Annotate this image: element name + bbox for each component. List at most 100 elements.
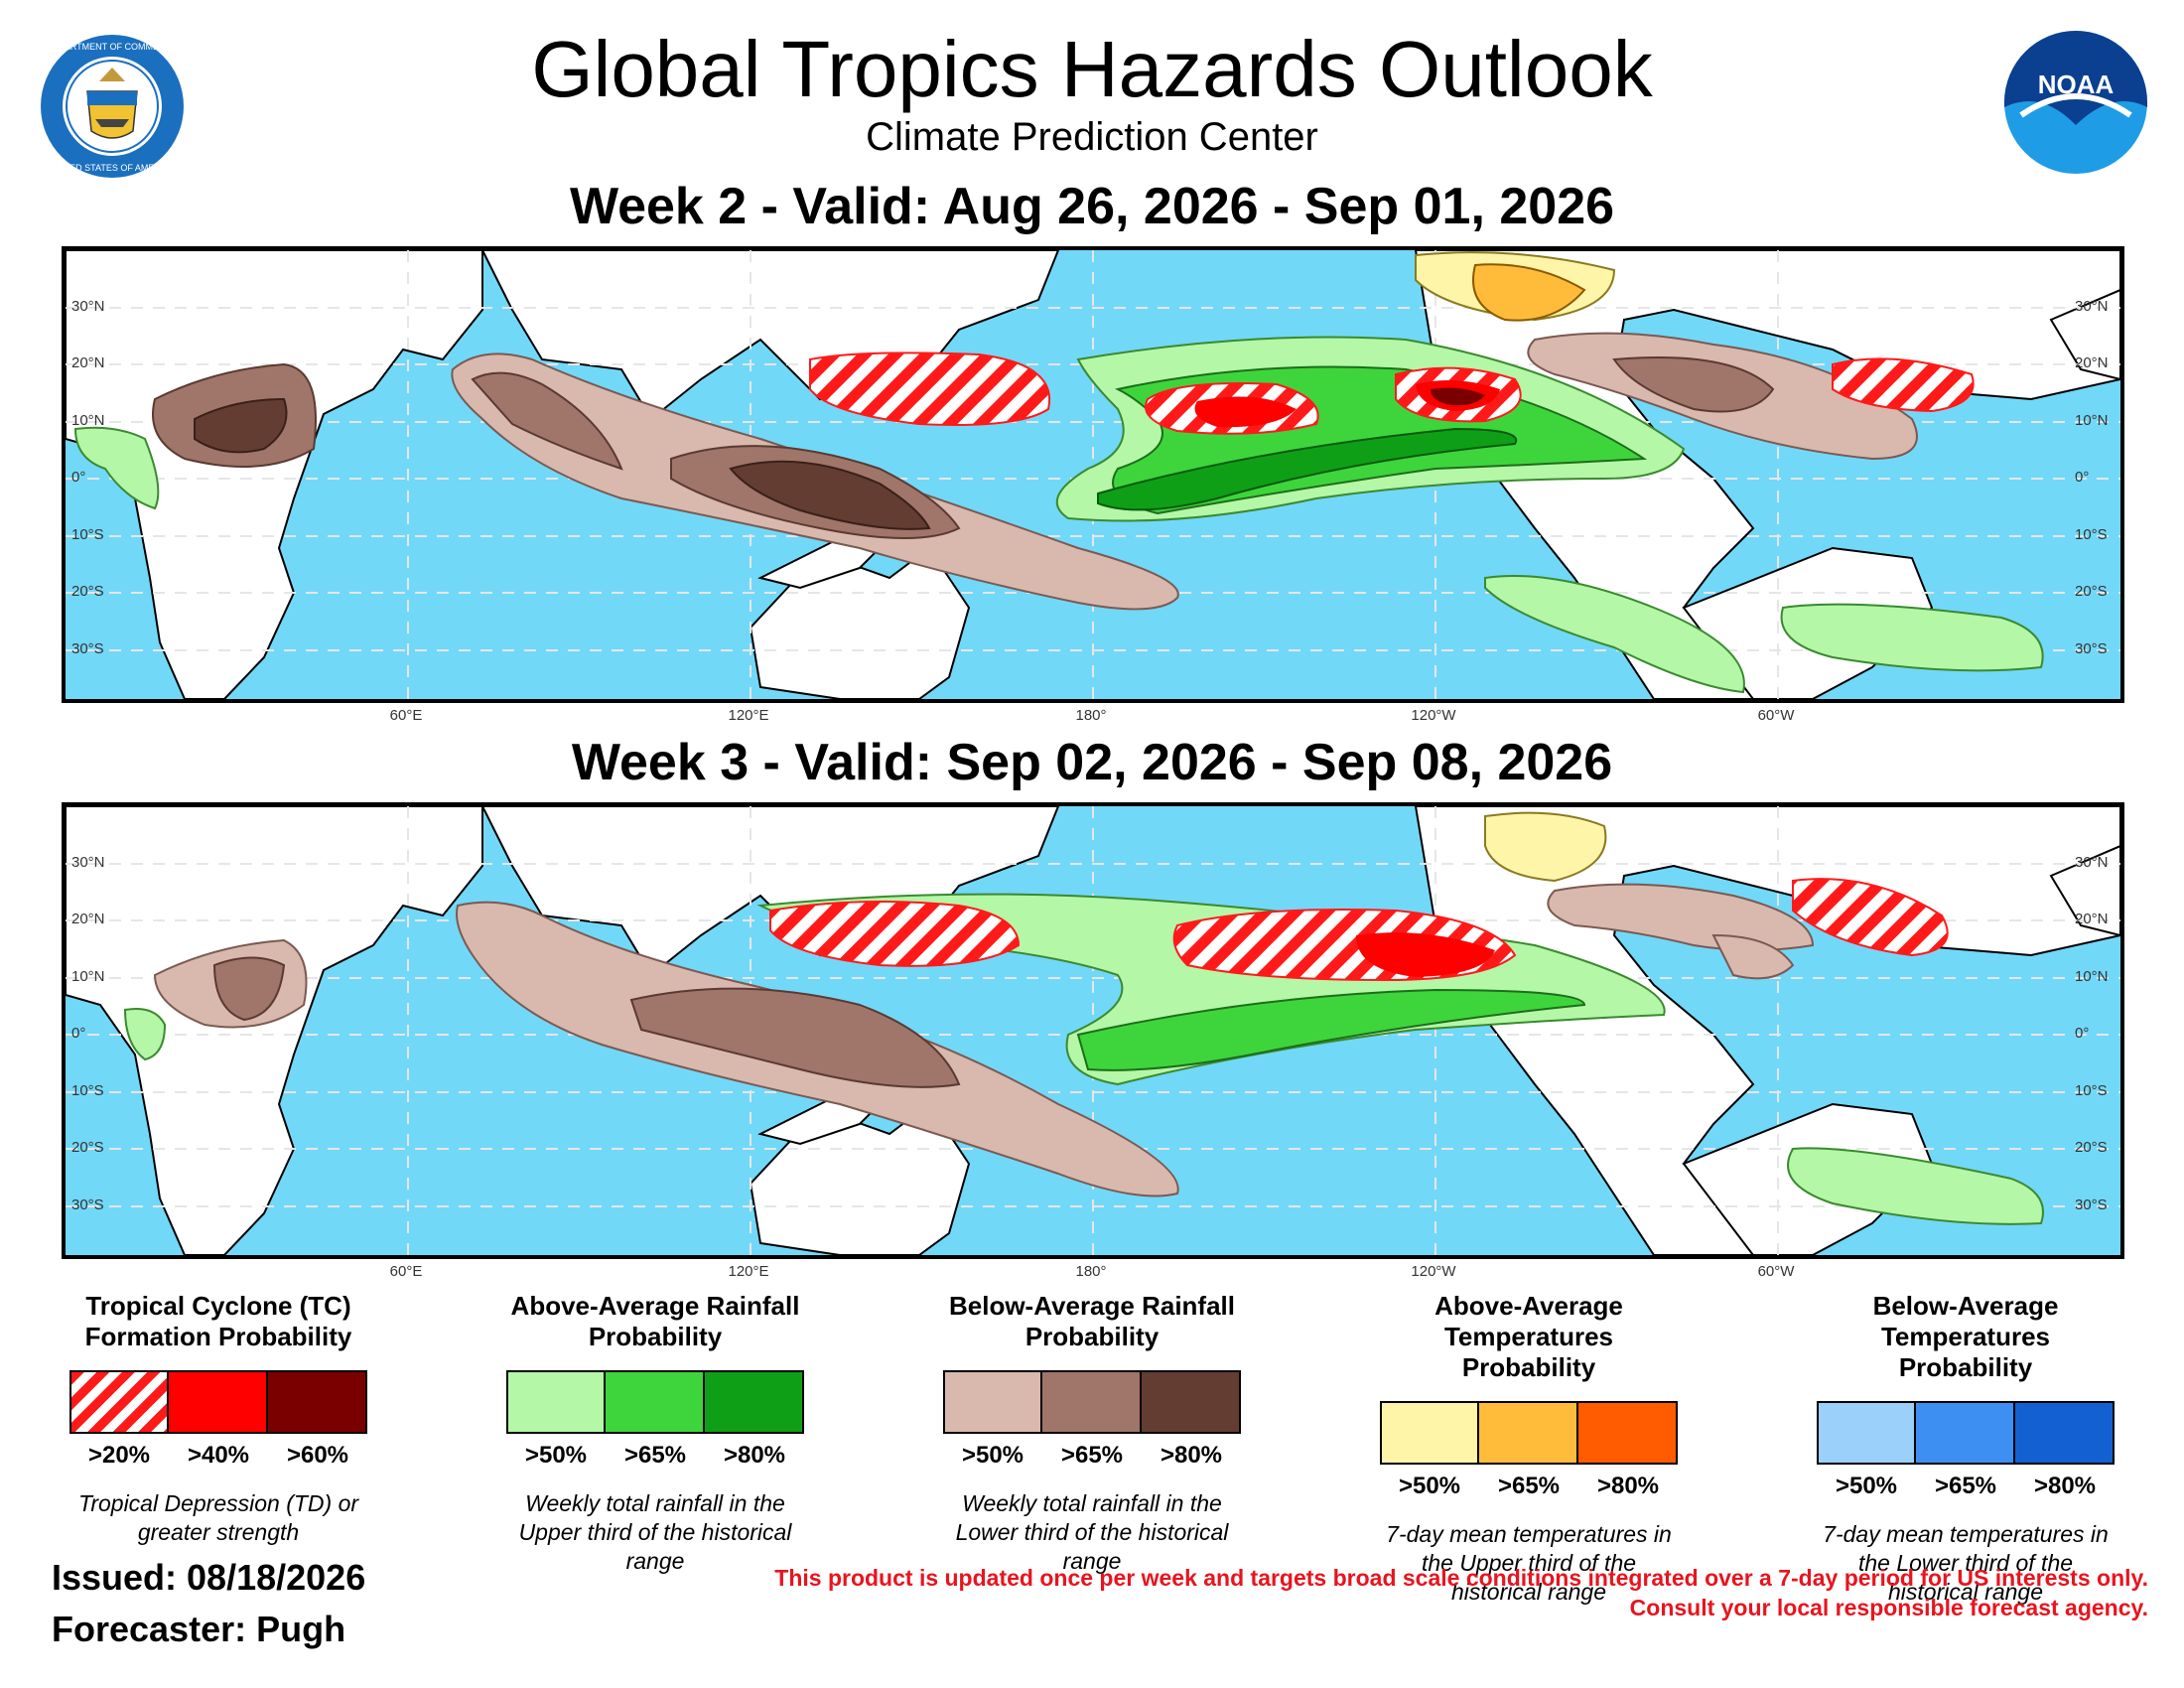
noaa-logo: NOAA [2001, 28, 2150, 177]
legend-label: >60% [286, 1442, 349, 1469]
legend-swatch-warm-80 [1578, 1401, 1678, 1465]
legend-label: >80% [1596, 1473, 1660, 1499]
week2-tc-60-epac [1431, 387, 1485, 406]
lat-label: 20°S [2075, 1139, 2108, 1156]
legend-swatch-dry-50 [943, 1370, 1042, 1434]
week3-below-rain-colombia [1711, 933, 1795, 980]
lat-label: 10°N [71, 968, 105, 985]
lon-label: 120°E [728, 707, 769, 724]
legend-above-temperature: Above-Average Temperatures Probability >… [1380, 1291, 1678, 1607]
legend-label: >80% [723, 1442, 786, 1469]
legend-note: 7-day mean temperatures in the Upper thi… [1386, 1521, 1672, 1605]
lon-label: 180° [1075, 1263, 1107, 1280]
department-of-commerce-seal: DEPARTMENT OF COMMERCE UNITED STATES OF … [38, 32, 187, 181]
legend-label: >65% [1060, 1442, 1124, 1469]
week2-below-rain-80-indonesia [729, 460, 931, 530]
page-subtitle: Climate Prediction Center [866, 115, 1318, 159]
lat-label: 20°S [2075, 583, 2108, 600]
lat-label: 20°S [71, 1139, 104, 1156]
week2-tc-40-cpac [1194, 396, 1297, 428]
week2-tc-20-atlantic [1832, 357, 1975, 413]
week3-above-rain-africa [123, 1008, 167, 1061]
lat-label: 10°S [71, 1082, 104, 1099]
lat-label: 0° [71, 1025, 86, 1042]
lat-label: 10°N [2075, 968, 2109, 985]
legend-swatch-tc-40 [169, 1370, 268, 1434]
page-title: Global Tropics Hazards Outlook [531, 25, 1653, 113]
legend-swatch-wet-50 [506, 1370, 606, 1434]
week3-above-rain-65-pacific [1076, 988, 1586, 1071]
lon-label: 120°W [1411, 707, 1456, 724]
lat-label: 10°N [71, 412, 105, 429]
week3-map: 30°N 20°N 10°N 0° 10°S 20°S 30°S 30°N 20… [62, 802, 2124, 1259]
legend-swatch-wet-80 [705, 1370, 804, 1434]
disclaimer-line: This product is updated once per week an… [774, 1565, 2148, 1591]
week3-tc-20-wpac [769, 901, 1021, 967]
legend-label: >50% [961, 1442, 1024, 1469]
legend-title: Above-Average Temperatures Probability [1434, 1291, 1623, 1382]
lat-label: 10°N [2075, 412, 2109, 429]
lon-label: 60°W [1757, 1263, 1795, 1280]
legend-swatch-tc-60 [268, 1370, 367, 1434]
legend-swatch-wet-65 [606, 1370, 705, 1434]
forecaster-name: Forecaster: Pugh [52, 1609, 346, 1649]
legend-note: 7-day mean temperatures in the Lower thi… [1823, 1521, 2109, 1605]
legend-above-rainfall: Above-Average Rainfall Probability >50% … [506, 1291, 804, 1576]
legend-title: Below-Average Temperatures Probability [1872, 1291, 2059, 1382]
legend-swatch-dry-80 [1142, 1370, 1241, 1434]
issued-date: Issued: 08/18/2026 [52, 1557, 366, 1598]
week3-tc-40-epac [1356, 932, 1495, 977]
legend-note: Weekly total rainfall in the Lower third… [955, 1490, 1229, 1574]
lat-label: 30°N [2075, 854, 2109, 871]
lat-label: 0° [71, 469, 86, 486]
week2-below-rain-65-india [471, 371, 623, 471]
week2-map: 30°N 20°N 10°N 0° 10°S 20°S 30°S 30°N 20… [62, 246, 2124, 703]
legend-title: Above-Average Rainfall Probability [510, 1291, 800, 1351]
legend-label: >50% [524, 1442, 588, 1469]
lon-label: 60°E [389, 1263, 423, 1280]
week2-below-rain-80-africa [194, 397, 288, 454]
legend-swatch-warm-65 [1479, 1401, 1578, 1465]
lat-label: 20°N [71, 911, 105, 927]
week3-tc-20-atlantic [1792, 878, 1949, 957]
lat-label: 30°N [2075, 298, 2109, 315]
legend-note: Tropical Depression (TD) or greater stre… [77, 1490, 359, 1545]
legend-label: >20% [87, 1442, 151, 1469]
legend-tc-formation: Tropical Cyclone (TC) Formation Probabil… [69, 1291, 367, 1547]
lat-label: 20°S [71, 583, 104, 600]
disclaimer: This product is updated once per week an… [774, 1563, 2148, 1622]
lat-label: 30°N [71, 854, 105, 871]
legend-swatch-tc-20 [69, 1370, 169, 1434]
lat-label: 20°N [2075, 354, 2109, 371]
week3-above-rain-south-atlantic [1787, 1147, 2044, 1225]
lat-label: 30°N [71, 298, 105, 315]
lat-label: 20°N [2075, 911, 2109, 927]
week3-below-rain-65-indonesia [629, 987, 961, 1088]
lat-label: 0° [2075, 1025, 2090, 1042]
seal-text-bottom: UNITED STATES OF AMERICA [49, 163, 176, 173]
legend-label: >80% [1160, 1442, 1223, 1469]
legend-label: >80% [2033, 1473, 2097, 1499]
lon-label: 120°E [728, 1263, 769, 1280]
week2-title: Week 2 - Valid: Aug 26, 2026 - Sep 01, 2… [569, 178, 1615, 235]
legend-below-rainfall: Below-Average Rainfall Probability >50% … [943, 1291, 1241, 1576]
legend-label: >65% [1497, 1473, 1561, 1499]
legend-label: >65% [1934, 1473, 1997, 1499]
legend-label: >65% [623, 1442, 687, 1469]
week2-below-rain-65-caribbean [1612, 356, 1775, 413]
legend-label: >40% [187, 1442, 250, 1469]
week3-above-temp-50 [1484, 811, 1607, 883]
week2-tc-20-wpac [809, 352, 1051, 426]
seal-text-top: DEPARTMENT OF COMMERCE [47, 42, 178, 52]
legend-swatch-dry-65 [1042, 1370, 1142, 1434]
disclaimer-line: Consult your local responsible forecast … [1629, 1595, 2148, 1620]
legend-swatch-cold-50 [1817, 1401, 1916, 1465]
lat-label: 30°S [71, 1196, 104, 1213]
lat-label: 30°S [2075, 1196, 2108, 1213]
week2-above-rain-africa [73, 426, 160, 510]
lat-label: 0° [2075, 469, 2090, 486]
week2-above-rain-south-atlantic [1780, 603, 2044, 672]
noaa-logo-text: NOAA [2038, 70, 2115, 99]
lon-label: 120°W [1411, 1263, 1456, 1280]
week3-title: Week 3 - Valid: Sep 02, 2026 - Sep 08, 2… [571, 734, 1613, 791]
